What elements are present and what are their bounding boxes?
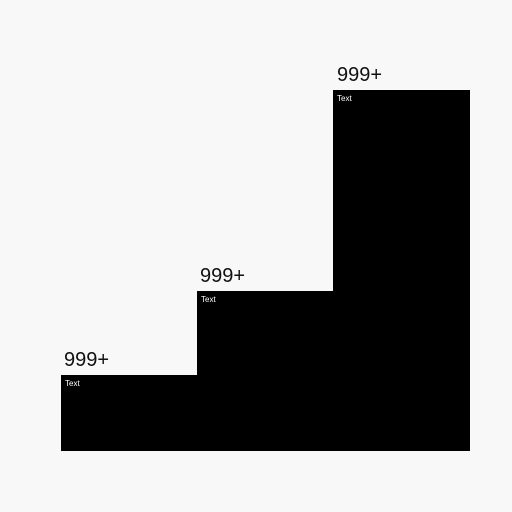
step-1-label: Text [65,379,80,388]
step-2-block: Text [197,291,334,451]
step-1-block: Text [61,375,198,451]
step-2-value: 999+ [200,265,246,287]
step-3-label: Text [337,94,352,103]
step-3-value: 999+ [337,64,383,86]
step-3-block: Text [333,90,470,451]
step-1-value: 999+ [64,349,110,371]
step-2-label: Text [201,295,216,304]
